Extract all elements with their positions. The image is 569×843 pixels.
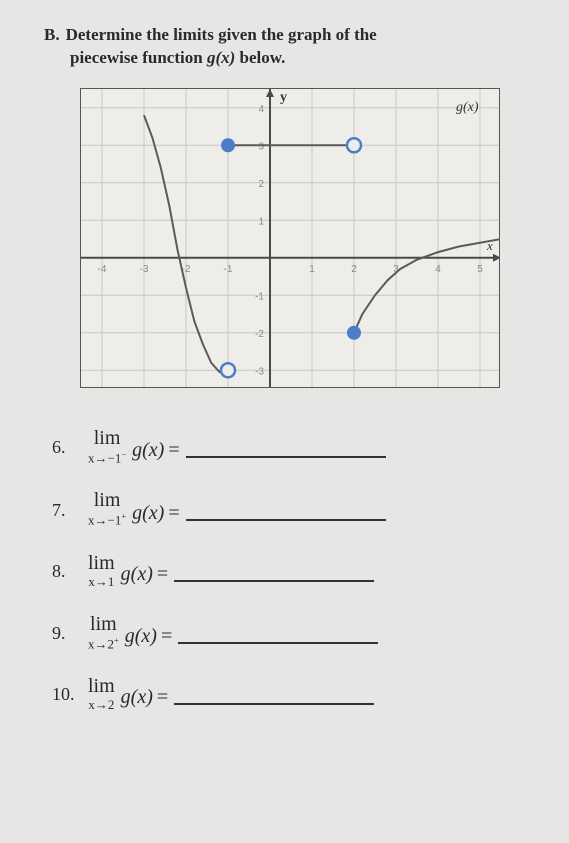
answer-blank[interactable]	[186, 519, 386, 521]
limit-notation: limx→2	[88, 676, 115, 711]
section-letter: B.	[44, 25, 60, 44]
svg-text:2: 2	[351, 264, 357, 275]
equals-sign: =	[164, 439, 185, 464]
problem-row: 9.limx→2+g(x)=	[52, 614, 539, 650]
title-line2-prefix: piecewise function	[70, 48, 207, 67]
title-line1: Determine the limits given the graph of …	[66, 25, 377, 44]
svg-text:-3: -3	[139, 264, 148, 275]
problem-fn: g(x)	[125, 625, 157, 650]
equals-sign: =	[153, 686, 174, 711]
problem-list: 6.limx→−1−g(x)=7.limx→−1+g(x)=8.limx→1g(…	[40, 428, 539, 711]
svg-text:-1: -1	[255, 291, 264, 302]
problem-number: 7.	[52, 500, 88, 527]
svg-text:g(x): g(x)	[456, 100, 479, 115]
problem-row: 7.limx→−1+g(x)=	[52, 490, 539, 526]
svg-text:1: 1	[258, 216, 264, 227]
svg-text:-1: -1	[223, 264, 232, 275]
equals-sign: =	[157, 625, 178, 650]
equals-sign: =	[164, 502, 185, 527]
answer-blank[interactable]	[186, 456, 386, 458]
problem-number: 6.	[52, 437, 88, 464]
svg-text:2: 2	[258, 179, 264, 190]
problem-fn: g(x)	[132, 502, 164, 527]
svg-text:-4: -4	[97, 264, 106, 275]
svg-text:3: 3	[258, 141, 264, 152]
equals-sign: =	[153, 563, 174, 588]
problem-fn: g(x)	[121, 563, 153, 588]
problem-fn: g(x)	[132, 439, 164, 464]
svg-text:y: y	[280, 90, 287, 105]
section-b-title: B. Determine the limits given the graph o…	[40, 24, 539, 70]
problem-row: 6.limx→−1−g(x)=	[52, 428, 539, 464]
svg-text:-2: -2	[255, 329, 264, 340]
problem-number: 8.	[52, 561, 88, 588]
answer-blank[interactable]	[178, 642, 378, 644]
limit-notation: limx→−1−	[88, 428, 126, 464]
chart-container: -4-3-2-112345-3-2-11234yxg(x)	[80, 88, 500, 388]
answer-blank[interactable]	[174, 703, 374, 705]
limit-notation: limx→2+	[88, 614, 119, 650]
piecewise-graph: -4-3-2-112345-3-2-11234yxg(x)	[80, 88, 500, 388]
title-line2-suffix: below.	[235, 48, 285, 67]
problem-row: 8.limx→1g(x)=	[52, 553, 539, 588]
limit-notation: limx→−1+	[88, 490, 126, 526]
title-fn: g(x)	[207, 48, 235, 67]
svg-text:-3: -3	[255, 366, 264, 377]
svg-text:1: 1	[309, 264, 315, 275]
svg-text:5: 5	[477, 264, 483, 275]
problem-number: 9.	[52, 623, 88, 650]
svg-text:4: 4	[258, 104, 264, 115]
answer-blank[interactable]	[174, 580, 374, 582]
problem-row: 10.limx→2g(x)=	[52, 676, 539, 711]
problem-number: 10.	[52, 684, 88, 711]
limit-notation: limx→1	[88, 553, 115, 588]
svg-text:4: 4	[435, 264, 441, 275]
problem-fn: g(x)	[121, 686, 153, 711]
